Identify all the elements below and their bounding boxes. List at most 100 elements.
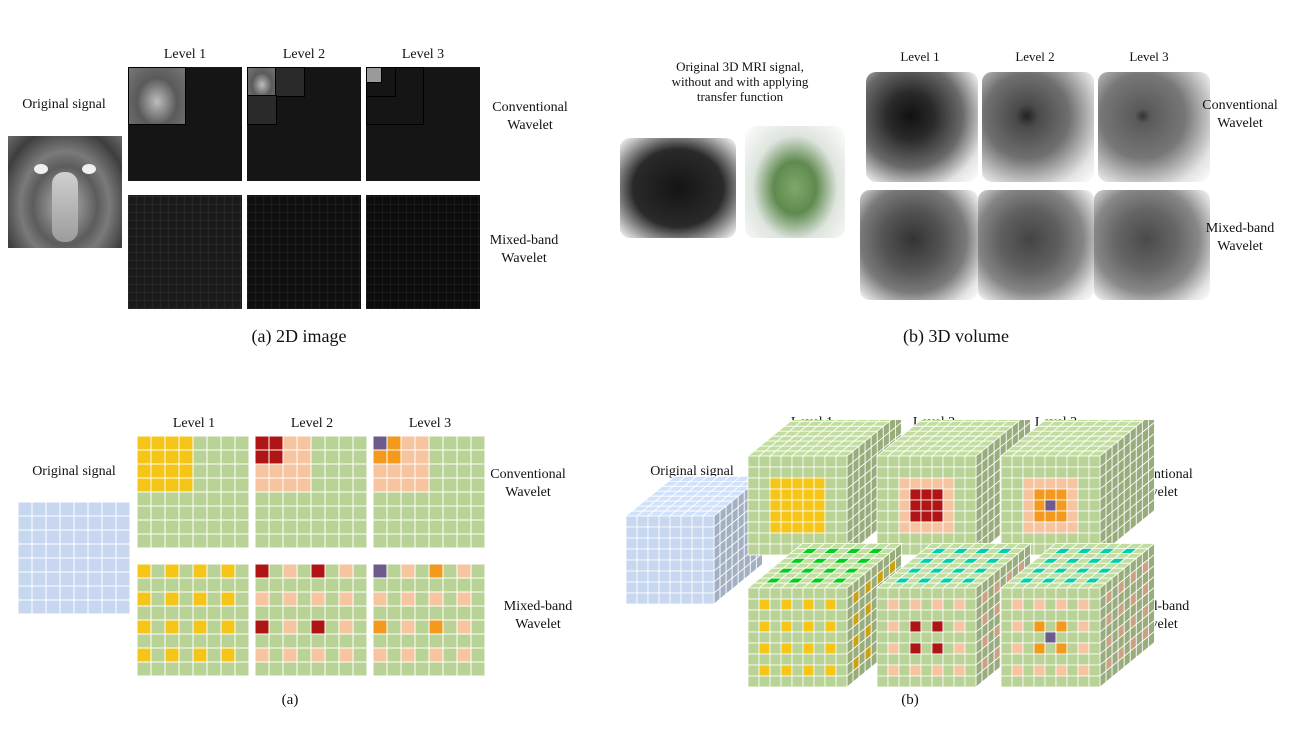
cube-front-cell [1022, 631, 1035, 644]
cube-front-cell [909, 620, 922, 633]
grid-cell [282, 661, 298, 677]
grid-cell [164, 563, 180, 579]
grid-cell [310, 519, 326, 535]
cube-front-cell [964, 455, 977, 468]
cube-front-cell [702, 537, 715, 550]
grid-cell [17, 571, 33, 587]
cube-front-cell [887, 653, 900, 666]
grid-cell [282, 647, 298, 663]
cube-front-cell [964, 521, 977, 534]
grid-cell [234, 533, 250, 549]
grid-cell [282, 477, 298, 493]
cube-front-cell [1011, 642, 1024, 655]
cube-front-cell [942, 675, 955, 688]
cube-front-cell [1088, 620, 1101, 633]
cube-front-cell [780, 521, 793, 534]
grid-cell [456, 449, 472, 465]
cube-front-cell [1055, 653, 1068, 666]
cube-front-cell [702, 570, 715, 583]
cube-front-cell [1088, 532, 1101, 545]
grid-cell [192, 519, 208, 535]
cube-front-cell [876, 488, 889, 501]
cube-front-cell [931, 664, 944, 677]
grid-cell [414, 619, 430, 635]
grid-cell [428, 563, 444, 579]
cube-front-cell [1022, 664, 1035, 677]
grid-cell [386, 591, 402, 607]
cube-front-cell [802, 675, 815, 688]
grid-cell [164, 647, 180, 663]
cube-front-cell [1055, 631, 1068, 644]
original-signal-grid [17, 501, 131, 615]
grid-cell [206, 463, 222, 479]
cube-front-cell [1000, 609, 1013, 622]
cube-front-cell [964, 477, 977, 490]
cube-front-cell [1055, 521, 1068, 534]
cube-front-cell [758, 532, 771, 545]
cube-front-cell [1011, 587, 1024, 600]
cube-front-cell [802, 521, 815, 534]
cube-front-cell [898, 653, 911, 666]
cube-front-cell [747, 675, 760, 688]
cube-front-cell [920, 675, 933, 688]
cube-front-cell [898, 466, 911, 479]
grid-cell [268, 463, 284, 479]
cube-front-cell [909, 631, 922, 644]
grid-cell [352, 463, 368, 479]
cube-front-cell [680, 592, 693, 605]
cube-front-cell [647, 559, 660, 572]
grid-cell [206, 533, 222, 549]
grid-cell [352, 577, 368, 593]
cube-front-cell [931, 532, 944, 545]
cube-front-cell [1055, 488, 1068, 501]
grid-cell [164, 605, 180, 621]
cube-front-cell [1033, 499, 1046, 512]
cube-front-cell [758, 620, 771, 633]
grid-cell [192, 605, 208, 621]
grid-cell [414, 563, 430, 579]
grid-cell [59, 599, 75, 615]
grid-cell [352, 661, 368, 677]
cube-front-cell [1088, 510, 1101, 523]
cube-front-cell [1044, 488, 1057, 501]
cube-front-cell [1022, 455, 1035, 468]
grid-cell [220, 605, 236, 621]
cube-front-cell [802, 598, 815, 611]
cube-front-cell [780, 675, 793, 688]
grid-cell [352, 435, 368, 451]
cube-front-cell [942, 631, 955, 644]
grid-cell [456, 477, 472, 493]
cube-front-cell [636, 526, 649, 539]
cube-front-cell [964, 598, 977, 611]
grid-conventional-wavelet-label: Conventional Wavelet [490, 467, 566, 500]
cube-side-cell [1148, 630, 1155, 649]
cube-front-cell [964, 499, 977, 512]
cube-front-cell [887, 455, 900, 468]
conventional-volume-level-2 [982, 72, 1094, 182]
cube-front-cell [1011, 488, 1024, 501]
grid-cell [324, 477, 340, 493]
grid-cell [338, 661, 354, 677]
cube-front-cell [876, 477, 889, 490]
grid-cell [115, 501, 131, 517]
grid-cell [324, 619, 340, 635]
cube-front-cell [636, 581, 649, 594]
cube-front-cell [942, 653, 955, 666]
conventional-level-2-image [247, 67, 361, 181]
cube-front-cell [909, 664, 922, 677]
grid-cell [136, 519, 152, 535]
grid-cell [206, 619, 222, 635]
grid-cell [87, 515, 103, 531]
grid-cell [442, 647, 458, 663]
cube-front-cell [1033, 675, 1046, 688]
cube-front-cell [1066, 510, 1079, 523]
grid-cell [324, 491, 340, 507]
grid-cell [400, 591, 416, 607]
grid-cell [296, 605, 312, 621]
cube-front-cell [1077, 620, 1090, 633]
grid-cell [338, 491, 354, 507]
grid-cell [220, 577, 236, 593]
grid-cell [282, 533, 298, 549]
grid-cell [372, 519, 388, 535]
cube-front-cell [835, 598, 848, 611]
